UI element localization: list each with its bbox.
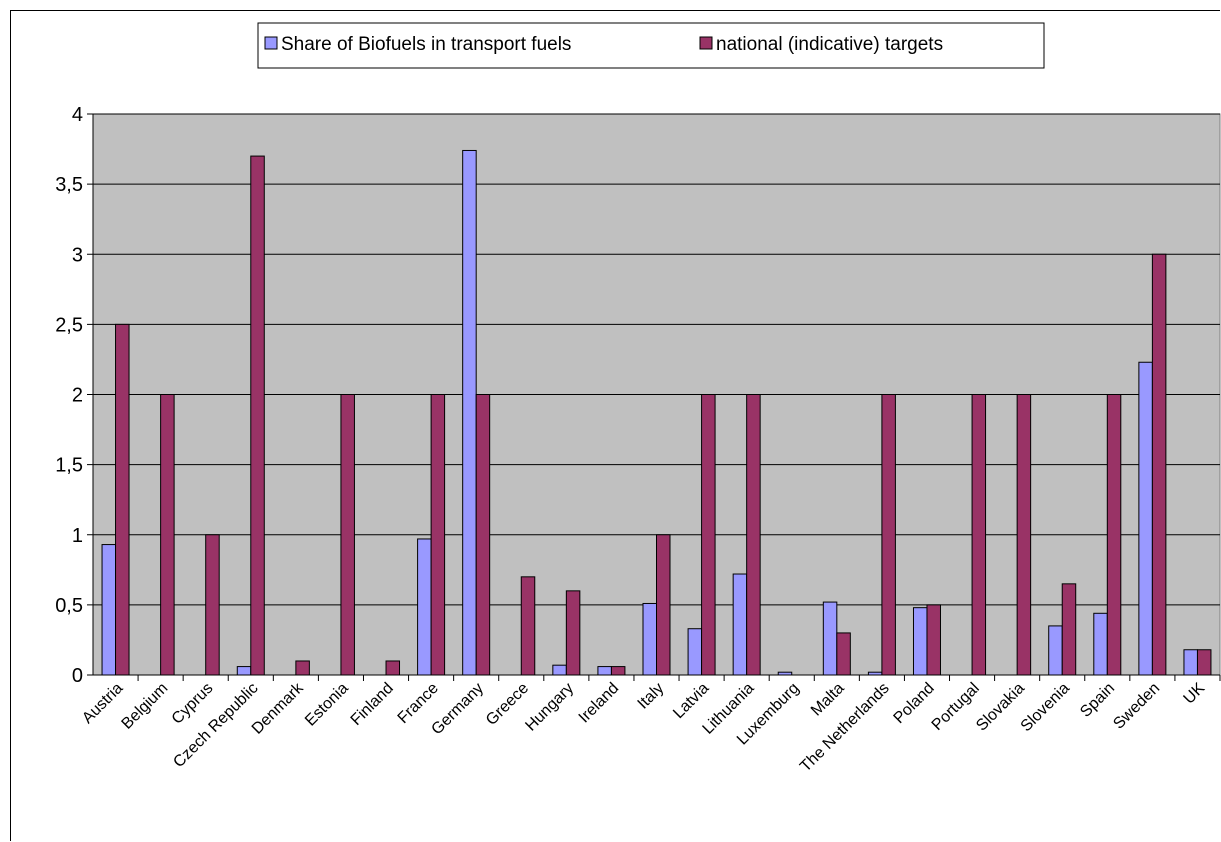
y-tick-label: 1 <box>72 525 83 547</box>
bar-series-2-italy <box>656 534 671 676</box>
bar-series-1-czech-republic <box>236 666 252 676</box>
x-tick-label: Sweden <box>1110 680 1163 733</box>
bar-series-2-austria <box>115 323 130 676</box>
y-tick-label: 3,5 <box>55 174 83 196</box>
bar-series-2-the-netherlands <box>881 394 896 676</box>
x-tick-label: Portugal <box>929 680 983 734</box>
bar-series-1-france <box>417 538 432 676</box>
bar-series-2-greece <box>520 576 536 676</box>
legend-swatch-series-2 <box>699 36 713 50</box>
bar-series-2-sweden <box>1151 253 1167 676</box>
y-tick-label: 0 <box>72 665 83 687</box>
bar-series-2-germany <box>475 394 491 676</box>
bar-series-1-austria <box>101 544 117 676</box>
legend-swatch-series-1 <box>264 36 278 50</box>
y-tick-labels: 0 0,5 1 1,5 2 2,5 3 3,5 4 <box>55 104 93 687</box>
x-tick-label: Italy <box>635 680 668 713</box>
x-tick-label: Latvia <box>670 680 712 722</box>
bar-series-2-france <box>430 394 446 676</box>
bar-series-2-estonia <box>340 394 355 676</box>
legend-label-series-1: Share of Biofuels in transport fuels <box>281 34 571 55</box>
y-tick-label: 2,5 <box>55 314 83 336</box>
bar-series-1-germany <box>462 149 477 676</box>
y-tick-label: 2 <box>72 385 83 407</box>
bar-series-1-uk <box>1183 649 1198 676</box>
y-tick-label: 1,5 <box>55 455 83 477</box>
x-tick-label: Spain <box>1077 680 1118 721</box>
bar-series-1-sweden <box>1138 361 1153 676</box>
bar-series-2-cyprus <box>205 534 220 676</box>
bar-series-2-ireland <box>610 666 626 676</box>
x-tick-label: Estonia <box>302 680 352 730</box>
bars <box>101 149 1212 676</box>
bar-series-2-poland <box>926 604 941 676</box>
x-tick-label: Finland <box>348 680 397 729</box>
bar-series-2-hungary <box>565 590 581 676</box>
chart-frame <box>10 10 1220 841</box>
bar-series-1-ireland <box>597 666 612 676</box>
bar-series-2-uk <box>1196 649 1212 676</box>
bar-series-2-malta <box>836 632 851 676</box>
bar-series-2-slovakia <box>1016 394 1032 676</box>
legend-box <box>257 22 1045 69</box>
x-tick-label: Hungary <box>522 680 577 735</box>
bar-series-2-portugal <box>971 394 987 676</box>
bar-series-1-malta <box>822 601 838 676</box>
bar-series-1-italy <box>642 602 657 676</box>
x-tick-label: Belgium <box>119 680 172 733</box>
x-tick-label: Slovenia <box>1018 680 1073 735</box>
y-tick-label: 3 <box>72 244 83 266</box>
bar-series-2-spain <box>1106 394 1122 676</box>
bar-series-1-poland <box>912 607 928 676</box>
bar-series-2-latvia <box>701 394 716 676</box>
bar-series-2-finland <box>385 660 401 676</box>
bar-series-2-belgium <box>160 394 175 676</box>
bar-series-1-hungary <box>552 664 567 676</box>
x-tick-label: UK <box>1181 680 1209 708</box>
bar-series-1-latvia <box>687 628 703 676</box>
bar-series-1-lithuania <box>732 573 748 676</box>
bar-series-2-slovenia <box>1061 583 1077 676</box>
bar-series-1-slovenia <box>1048 625 1063 676</box>
y-tick-label: 0,5 <box>55 595 83 617</box>
x-tick-label: Ireland <box>576 680 623 727</box>
bar-series-2-denmark <box>295 660 310 676</box>
bar-series-2-lithuania <box>746 394 761 676</box>
bar-series-2-czech-republic <box>250 155 265 676</box>
legend-label-series-2: national (indicative) targets <box>716 34 943 55</box>
legend: Share of Biofuels in transport fuels nat… <box>257 22 1045 69</box>
x-tick-label: Malta <box>808 680 848 720</box>
bar-series-1-spain <box>1093 612 1108 676</box>
y-tick-label: 4 <box>72 104 83 126</box>
